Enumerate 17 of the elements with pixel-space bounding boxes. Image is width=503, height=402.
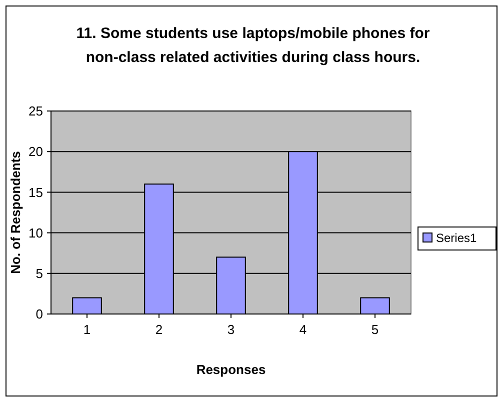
chart-title: 11. Some students use laptops/mobile phones for non-class related activities during class hours. xyxy=(76,25,430,66)
x-tick-label: 2 xyxy=(155,322,163,337)
x-tick-label: 3 xyxy=(227,322,235,337)
y-tick-label: 10 xyxy=(28,225,43,240)
y-axis-title: No. of Respondents xyxy=(8,151,23,274)
legend-label: Series1 xyxy=(436,231,478,246)
x-tick-label: 5 xyxy=(371,322,379,337)
y-tick-label: 0 xyxy=(36,306,43,322)
y-tick-label: 15 xyxy=(28,184,43,200)
bar xyxy=(72,297,102,314)
x-tick-label: 4 xyxy=(299,322,307,337)
bar xyxy=(360,297,390,314)
y-tick-label: 25 xyxy=(28,104,43,119)
x-tick-label: 1 xyxy=(83,322,91,337)
y-tick-label: 20 xyxy=(28,144,43,160)
x-axis-title: Responses xyxy=(196,362,266,377)
y-tick-label: 5 xyxy=(36,266,43,281)
